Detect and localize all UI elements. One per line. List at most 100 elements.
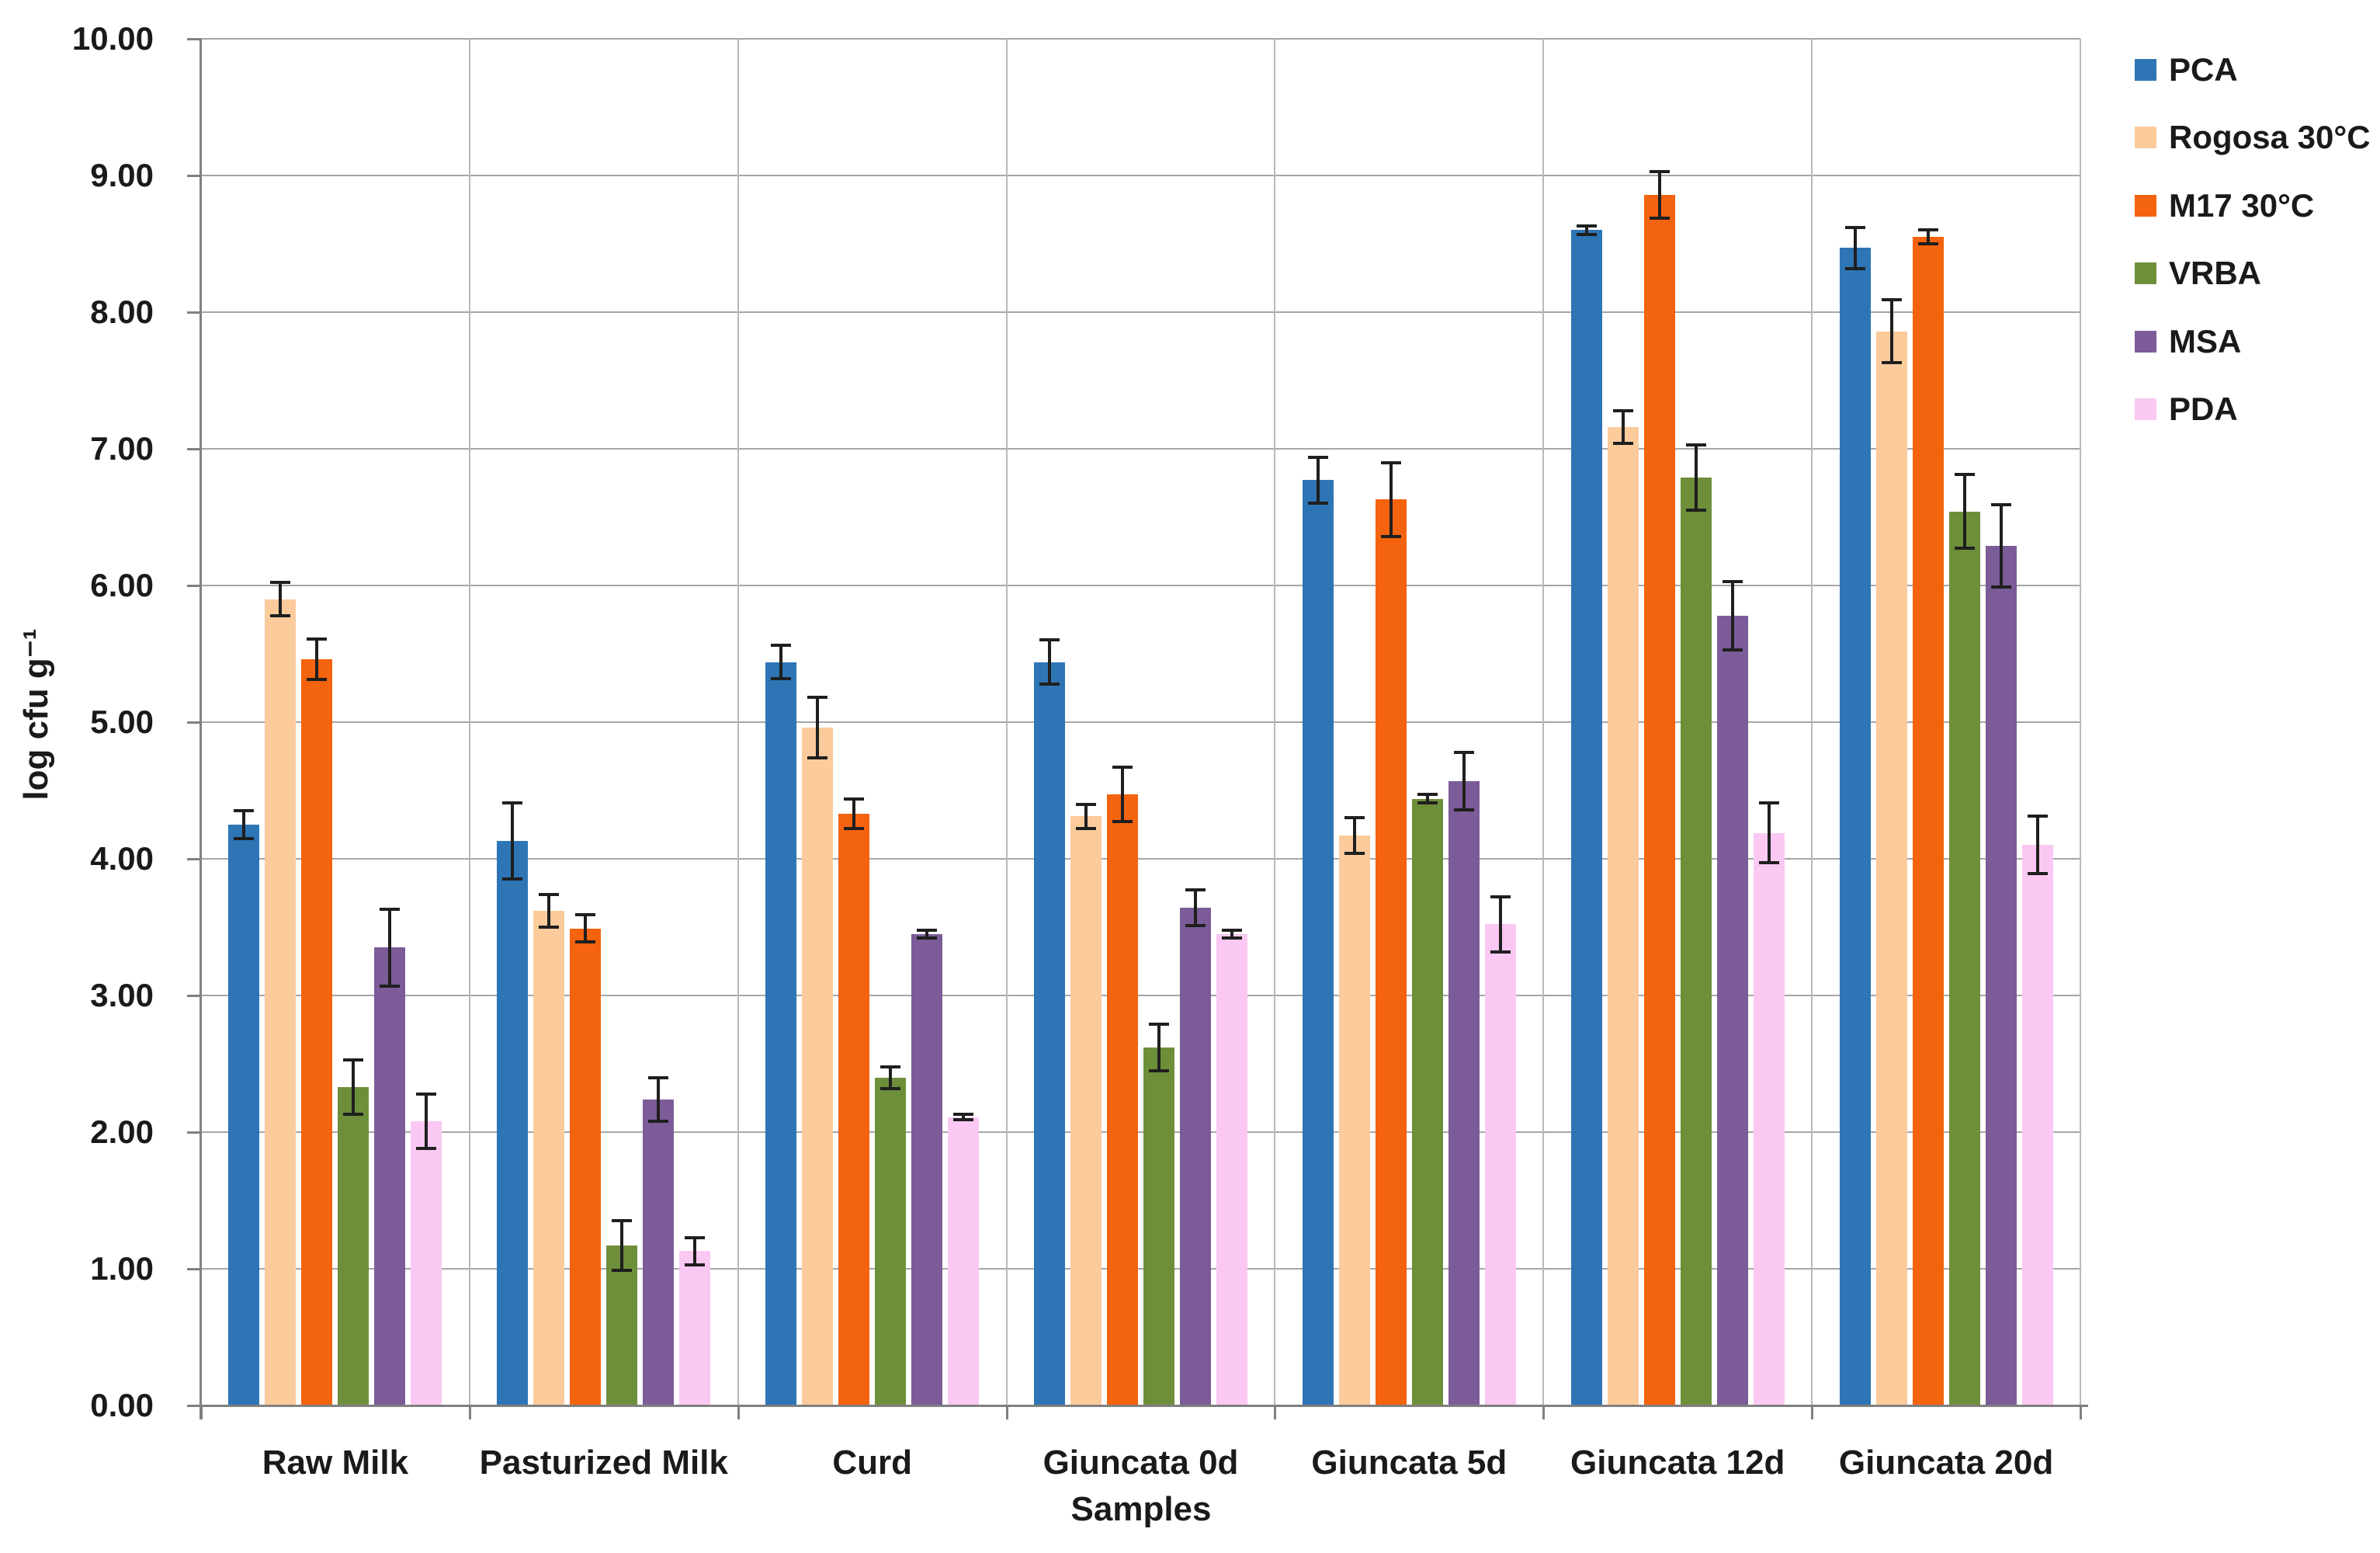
bar-PDA-Raw-Milk bbox=[411, 1120, 442, 1405]
error-bar-line bbox=[511, 802, 515, 880]
error-bar-line bbox=[1853, 227, 1857, 269]
bar-MSA-Giuncata-12d bbox=[1716, 615, 1748, 1405]
bar-PCA-Giuncata-12d bbox=[1570, 230, 1602, 1405]
gridline-x bbox=[1005, 39, 1008, 1405]
bar-Rogosa-30-C-Giuncata-12d bbox=[1607, 426, 1639, 1405]
error-bar-cap-bottom bbox=[1576, 232, 1597, 236]
error-bar-line bbox=[352, 1059, 356, 1115]
error-bar-cap-top bbox=[1112, 766, 1133, 770]
error-bar-line bbox=[1316, 457, 1320, 504]
error-bar-cap-bottom bbox=[1612, 441, 1633, 445]
y-tick-label: 5.00 bbox=[90, 704, 154, 740]
gridline-y-9 bbox=[201, 175, 2080, 176]
y-tick-mark bbox=[187, 721, 201, 724]
y-tick-mark bbox=[187, 1268, 201, 1270]
error-bar-line bbox=[1230, 929, 1233, 939]
error-bar-line bbox=[2035, 816, 2039, 874]
error-bar-line bbox=[1462, 752, 1466, 810]
error-bar-cap-top bbox=[1722, 579, 1743, 583]
x-axis-line bbox=[199, 1405, 2088, 1407]
error-bar-cap-bottom bbox=[1453, 808, 1474, 811]
legend-label: Rogosa 30°C bbox=[2169, 119, 2371, 156]
bar-PCA-Giuncata-20d bbox=[1839, 248, 1871, 1405]
error-bar-line bbox=[1194, 890, 1197, 926]
error-bar-line bbox=[1425, 794, 1429, 803]
error-bar-cap-top bbox=[343, 1058, 364, 1061]
bar-VRBA-Curd bbox=[875, 1077, 907, 1405]
error-bar-cap-top bbox=[1758, 801, 1779, 804]
error-bar-cap-top bbox=[1576, 224, 1597, 228]
error-bar-cap-top bbox=[807, 696, 828, 700]
bar-VRBA-Giuncata-5d bbox=[1411, 798, 1443, 1405]
bar-PCA-Raw-Milk bbox=[228, 825, 260, 1405]
error-bar-cap-bottom bbox=[1685, 509, 1706, 512]
error-bar-line bbox=[1048, 640, 1051, 684]
legend-item-PCA: PCA bbox=[2135, 54, 2238, 86]
y-tick-label: 4.00 bbox=[90, 840, 154, 877]
error-bar-cap-top bbox=[539, 892, 560, 896]
bar-VRBA-Giuncata-20d bbox=[1948, 511, 1980, 1405]
bar-PCA-Curd bbox=[765, 662, 797, 1405]
error-bar-cap-bottom bbox=[343, 1113, 364, 1117]
bar-MSA-Giuncata-20d bbox=[1985, 545, 2017, 1405]
error-bar-cap-bottom bbox=[1380, 534, 1401, 538]
error-bar-cap-top bbox=[1417, 793, 1438, 797]
error-bar-cap-top bbox=[1490, 895, 1511, 899]
gridline-y-4 bbox=[201, 858, 2080, 860]
bar-PDA-Giuncata-0d bbox=[1216, 933, 1247, 1405]
y-tick-mark bbox=[187, 858, 201, 860]
gridline-y-7 bbox=[201, 448, 2080, 450]
error-bar-cap-bottom bbox=[1112, 820, 1133, 824]
error-bar-line bbox=[1657, 171, 1661, 218]
legend-swatch-Rogosa-30-C bbox=[2135, 127, 2156, 149]
legend-item-VRBA: VRBA bbox=[2135, 257, 2261, 290]
error-bar-cap-bottom bbox=[2027, 872, 2048, 876]
bar-PDA-Curd bbox=[948, 1117, 980, 1405]
bar-MSA-Giuncata-5d bbox=[1448, 780, 1480, 1405]
error-bar-line bbox=[1694, 444, 1698, 511]
gridline-x bbox=[1811, 39, 1813, 1405]
error-bar-cap-top bbox=[880, 1065, 901, 1068]
error-bar-cap-bottom bbox=[1649, 216, 1670, 220]
error-bar-cap-bottom bbox=[1307, 502, 1328, 506]
bar-PCA-Giuncata-5d bbox=[1302, 480, 1334, 1405]
error-bar-line bbox=[816, 697, 820, 758]
error-bar-line bbox=[425, 1093, 428, 1149]
error-bar-cap-bottom bbox=[1881, 361, 1902, 365]
error-bar-line bbox=[1889, 300, 1893, 363]
error-bar-cap-top bbox=[1307, 455, 1328, 459]
y-tick-mark bbox=[187, 585, 201, 587]
legend-item-M17-30-C: M17 30°C bbox=[2135, 189, 2314, 222]
error-bar-cap-top bbox=[1954, 473, 1975, 477]
bar-VRBA-Giuncata-0d bbox=[1143, 1047, 1174, 1405]
error-bar-cap-bottom bbox=[1344, 851, 1365, 855]
gridline-y-10 bbox=[201, 38, 2080, 40]
error-bar-cap-bottom bbox=[1222, 936, 1242, 940]
error-bar-cap-top bbox=[416, 1092, 437, 1096]
x-tick-mark bbox=[737, 1405, 740, 1419]
error-bar-cap-top bbox=[917, 928, 938, 932]
gridline-y-8 bbox=[201, 311, 2080, 313]
bar-M17-30-C-Curd bbox=[838, 813, 870, 1405]
error-bar-cap-top bbox=[1844, 225, 1865, 229]
gridline-y-6 bbox=[201, 585, 2080, 586]
error-bar-cap-top bbox=[844, 797, 865, 801]
gridline-y-2 bbox=[201, 1131, 2080, 1133]
error-bar-line bbox=[1352, 818, 1356, 853]
x-tick-mark bbox=[1542, 1405, 1546, 1419]
bar-Rogosa-30-C-Pasturized-Milk bbox=[533, 910, 565, 1405]
error-bar-line bbox=[693, 1237, 697, 1265]
bar-MSA-Raw-Milk bbox=[374, 947, 406, 1405]
y-tick-mark bbox=[187, 38, 201, 40]
bar-PCA-Giuncata-0d bbox=[1034, 662, 1065, 1405]
error-bar-line bbox=[1926, 230, 1930, 244]
bar-M17-30-C-Raw-Milk bbox=[301, 659, 333, 1405]
error-bar-line bbox=[889, 1066, 893, 1089]
error-bar-cap-bottom bbox=[270, 613, 291, 617]
category-label-Giuncata-5d: Giuncata 5d bbox=[1311, 1444, 1507, 1482]
legend-swatch-MSA bbox=[2135, 330, 2156, 353]
bar-M17-30-C-Pasturized-Milk bbox=[570, 928, 602, 1405]
error-bar-cap-bottom bbox=[1990, 585, 2011, 589]
bar-Rogosa-30-C-Giuncata-5d bbox=[1338, 836, 1370, 1405]
